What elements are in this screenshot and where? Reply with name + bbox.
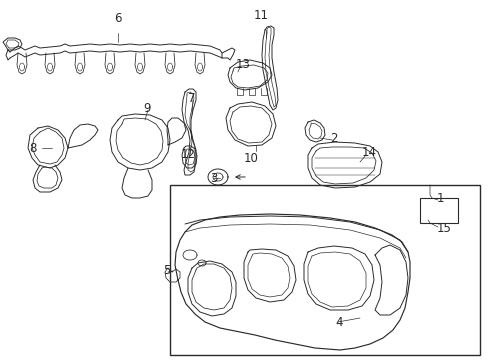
Bar xyxy=(419,198,457,223)
Bar xyxy=(170,185,479,355)
Text: 3: 3 xyxy=(209,171,217,184)
Text: 8: 8 xyxy=(30,141,37,154)
Text: 6: 6 xyxy=(114,12,122,25)
Text: 14: 14 xyxy=(361,147,376,159)
Text: 4: 4 xyxy=(334,316,342,329)
Text: 1: 1 xyxy=(436,192,444,204)
Text: 12: 12 xyxy=(180,148,195,161)
Text: 15: 15 xyxy=(436,221,451,234)
Text: 2: 2 xyxy=(329,131,337,144)
Text: 5: 5 xyxy=(163,264,170,276)
Text: 11: 11 xyxy=(253,9,268,22)
Text: 7: 7 xyxy=(187,91,195,104)
Text: 10: 10 xyxy=(243,152,258,165)
Text: 13: 13 xyxy=(236,58,250,72)
Text: 9: 9 xyxy=(142,102,150,114)
